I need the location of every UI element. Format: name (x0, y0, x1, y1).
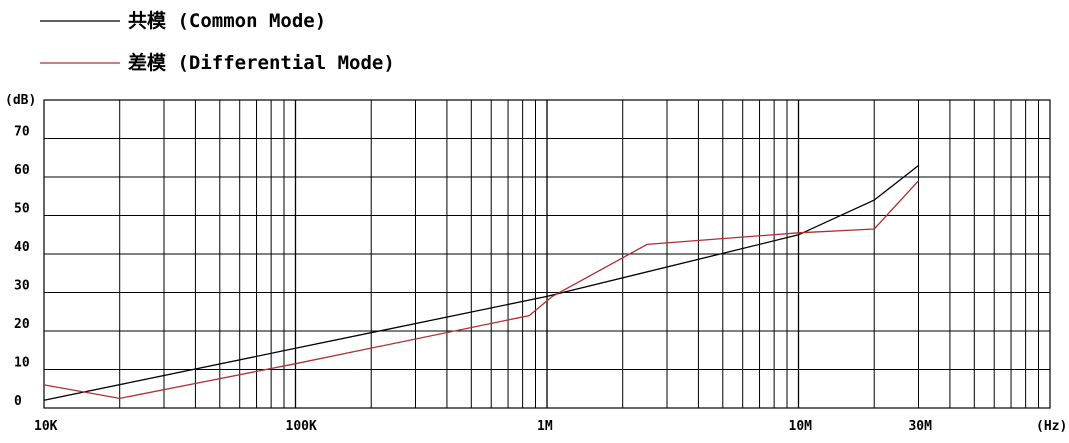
x-tick-label: 30M (908, 419, 932, 434)
legend-label-differential-mode: 差模 (Differential Mode) (128, 51, 395, 74)
axis-labels: (dB) (Hz) 0 10 20 30 40 50 60 70 10K 100K 1M 10M 30M (5, 93, 1067, 434)
x-tick-label: 10K (34, 419, 58, 434)
x-tick-label: 1M (537, 419, 553, 434)
y-tick-label: 40 (14, 240, 30, 255)
y-tick-label: 60 (14, 163, 30, 178)
legend-label-common-mode: 共模 (Common Mode) (128, 9, 326, 32)
y-tick-label: 30 (14, 279, 30, 294)
y-tick-label: 0 (14, 394, 22, 409)
legend: 共模 (Common Mode) 差模 (Differential Mode) (40, 9, 395, 74)
y-tick-label: 70 (14, 125, 30, 140)
grid (43, 99, 1051, 409)
y-tick-label: 50 (14, 202, 30, 217)
y-tick-label: 10 (14, 356, 30, 371)
series-layer (43, 164, 919, 401)
x-tick-label: 100K (286, 419, 317, 434)
x-unit-label: (Hz) (1036, 419, 1067, 434)
x-tick-label: 10M (789, 419, 813, 434)
series-line-differential-mode (43, 180, 919, 400)
y-unit-label: (dB) (5, 93, 36, 108)
series-line-common-mode (43, 164, 919, 401)
y-tick-label: 20 (14, 317, 30, 332)
